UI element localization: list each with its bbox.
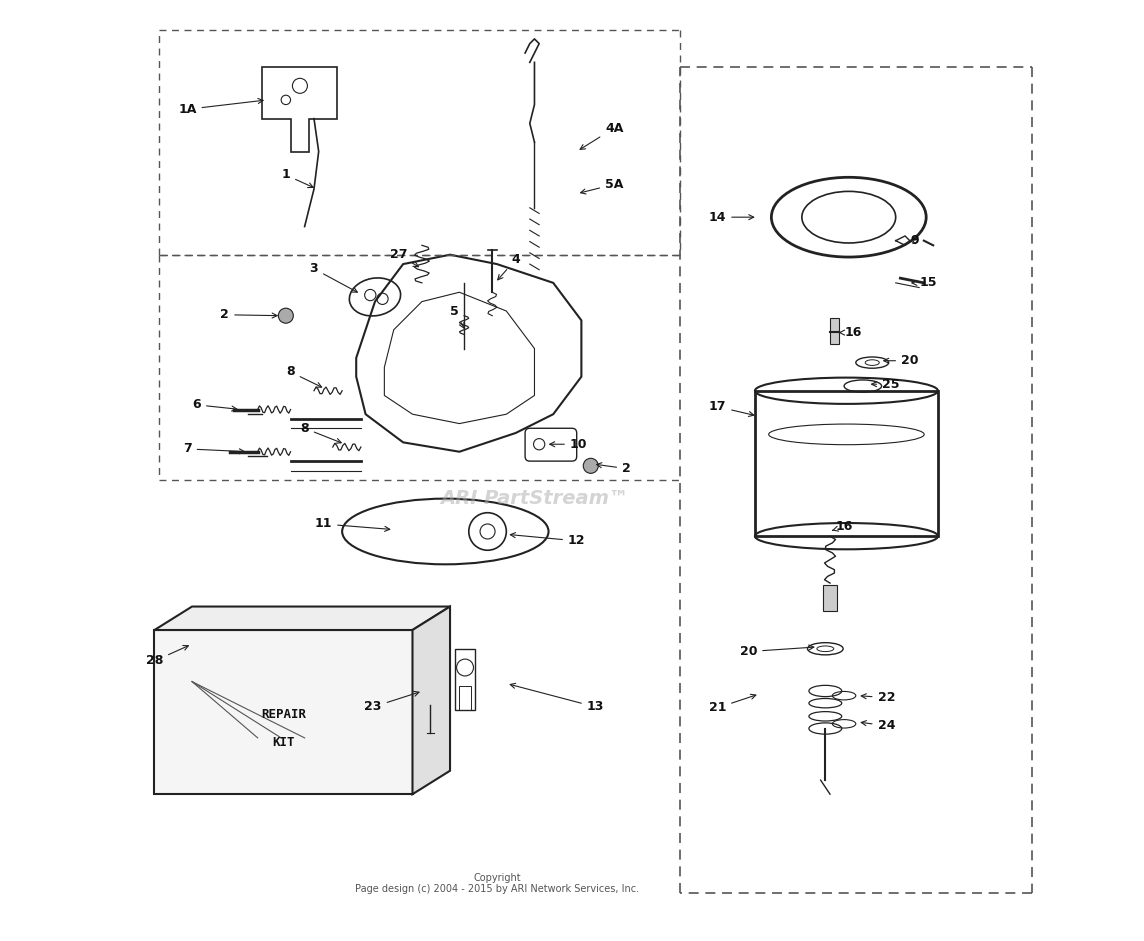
Text: 5A: 5A (581, 178, 623, 194)
Text: 3: 3 (310, 263, 357, 293)
Text: 5: 5 (451, 305, 464, 328)
Text: 20: 20 (884, 354, 919, 367)
Circle shape (278, 309, 293, 323)
Text: 8: 8 (286, 365, 321, 387)
Circle shape (583, 458, 598, 473)
Text: 28: 28 (145, 646, 189, 667)
Text: 6: 6 (192, 398, 237, 411)
Text: 13: 13 (510, 683, 604, 713)
Bar (460, 686, 470, 710)
Text: 27: 27 (390, 248, 419, 266)
Text: 1: 1 (281, 168, 313, 187)
Text: 20: 20 (740, 645, 813, 658)
Text: KIT: KIT (272, 736, 295, 749)
Polygon shape (154, 607, 450, 630)
Text: 1A: 1A (178, 99, 263, 116)
Text: 14: 14 (708, 211, 754, 224)
Bar (422, 653, 439, 705)
Bar (824, 585, 836, 612)
Text: 8: 8 (300, 422, 341, 443)
Bar (755, 391, 938, 536)
Text: 25: 25 (872, 377, 899, 391)
Bar (154, 630, 413, 794)
Text: 23: 23 (365, 692, 419, 713)
Text: 24: 24 (861, 719, 895, 732)
Text: 22: 22 (861, 691, 895, 704)
Text: 11: 11 (315, 518, 390, 532)
Text: 16: 16 (833, 520, 852, 534)
Text: ARI PartStream™: ARI PartStream™ (440, 489, 629, 508)
Text: Copyright
Page design (c) 2004 - 2015 by ARI Network Services, Inc.: Copyright Page design (c) 2004 - 2015 by… (355, 872, 639, 894)
Text: 21: 21 (708, 694, 756, 714)
Text: 9: 9 (911, 234, 919, 247)
Text: 2: 2 (597, 462, 630, 475)
Text: 17: 17 (708, 400, 754, 417)
Text: 15: 15 (912, 277, 937, 289)
Text: 16: 16 (839, 327, 863, 339)
Text: 4: 4 (498, 253, 521, 279)
Polygon shape (413, 607, 450, 794)
Bar (831, 317, 840, 343)
Text: 12: 12 (510, 533, 586, 548)
Text: 2: 2 (221, 309, 277, 321)
Text: 10: 10 (550, 438, 587, 451)
Text: 7: 7 (183, 442, 245, 455)
Text: REPAIR: REPAIR (261, 708, 305, 721)
Text: 4A: 4A (580, 121, 623, 150)
Bar (454, 648, 476, 710)
